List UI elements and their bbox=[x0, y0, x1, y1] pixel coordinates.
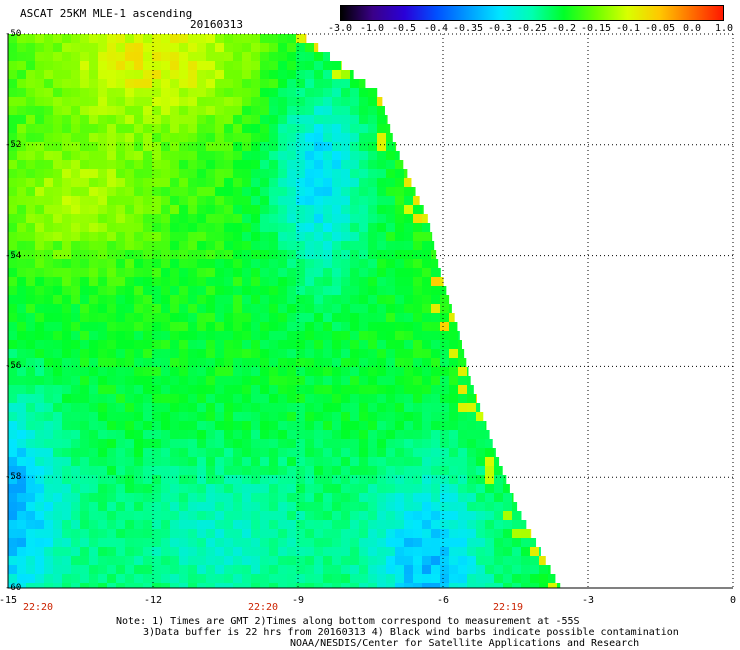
latitude-label: -60 bbox=[5, 583, 22, 593]
map-title: ASCAT 25KM MLE-1 ascending bbox=[20, 7, 193, 20]
latitude-label: -50 bbox=[5, 29, 22, 39]
colorbar-label: -0.2 bbox=[551, 23, 577, 34]
colorbar-label: -0.5 bbox=[391, 23, 417, 34]
longitude-label: -15 bbox=[0, 595, 18, 606]
time-label: 22:20 bbox=[22, 602, 54, 613]
colorbar-label: -0.4 bbox=[423, 23, 449, 34]
colorbar-label: 1.0 bbox=[714, 23, 734, 34]
longitude-label: -9 bbox=[291, 595, 305, 606]
latitude-label: -56 bbox=[5, 361, 22, 372]
colorbar-label: -1.0 bbox=[359, 23, 385, 34]
colorbar-gradient bbox=[341, 6, 723, 20]
colorbar-label: -0.3 bbox=[487, 23, 513, 34]
longitude-label: -12 bbox=[143, 595, 163, 606]
latitude-label: -58 bbox=[5, 472, 22, 483]
time-label: 22:19 bbox=[492, 602, 524, 613]
colorbar-label: -0.35 bbox=[452, 23, 484, 34]
colorbar-label: -0.15 bbox=[580, 23, 612, 34]
longitude-label: -6 bbox=[436, 595, 450, 606]
note-line-1: Note: 1) Times are GMT 2)Times along bot… bbox=[116, 616, 580, 627]
colorbar-label: -0.1 bbox=[615, 23, 641, 34]
wind-field bbox=[8, 34, 561, 589]
latitude-label: -54 bbox=[5, 250, 22, 261]
map-axes bbox=[7, 34, 733, 589]
longitude-label: -3 bbox=[581, 595, 595, 606]
colorbar-label: -0.05 bbox=[644, 23, 676, 34]
colorbar bbox=[340, 5, 724, 21]
note-line-2: 3)Data buffer is 22 hrs from 20160313 4)… bbox=[143, 627, 679, 638]
colorbar-label: -3.0 bbox=[327, 23, 353, 34]
map-date: 20160313 bbox=[190, 18, 243, 31]
colorbar-label: -0.25 bbox=[516, 23, 548, 34]
colorbar-label: 0.0 bbox=[682, 23, 702, 34]
map-plot bbox=[7, 33, 734, 589]
latitude-label: -52 bbox=[5, 139, 22, 150]
longitude-label: 0 bbox=[729, 595, 737, 606]
note-line-3: NOAA/NESDIS/Center for Satellite Applica… bbox=[290, 638, 640, 649]
time-label: 22:20 bbox=[247, 602, 279, 613]
